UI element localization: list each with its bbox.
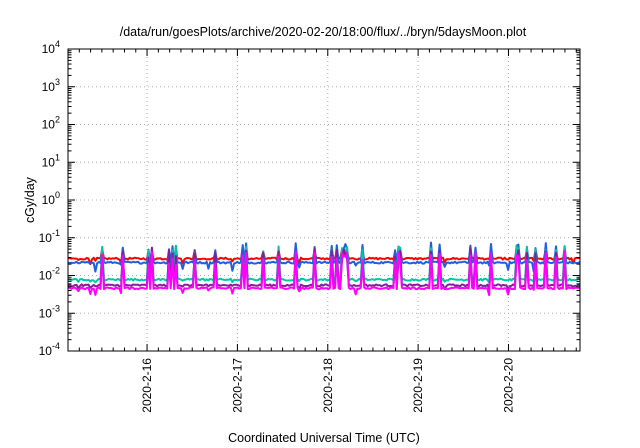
series-layer: [67, 241, 581, 297]
series-line-4: [67, 246, 581, 291]
series-line-5: [67, 250, 581, 297]
series-line-2: [68, 241, 581, 273]
y-tick-label: 102: [42, 115, 60, 132]
series-line-3: [67, 245, 581, 284]
x-axis-label: Coordinated Universal Time (UTC): [228, 431, 420, 445]
y-tick-label: 104: [42, 39, 60, 56]
y-tick-label: 100: [42, 190, 60, 207]
y-tick-label: 103: [42, 77, 60, 94]
y-tick-label: 101: [42, 152, 60, 169]
y-axis: 10-4 10-3 10-2 10-1 100 101 102 103 104: [39, 39, 580, 358]
x-tick-label: 2020-2-16: [140, 358, 154, 413]
grid: [68, 49, 580, 351]
y-tick-label: 10-1: [39, 228, 60, 245]
y-tick-label: 10-2: [39, 266, 60, 283]
x-tick-label: 2020-2-18: [321, 358, 335, 413]
x-tick-label: 2020-2-20: [501, 358, 515, 413]
x-axis: 2020-2-16 2020-2-17 2020-2-18 2020-2-19 2020…: [78, 49, 577, 413]
x-tick-label: 2020-2-17: [230, 358, 244, 413]
y-tick-label: 10-3: [39, 303, 60, 320]
x-tick-label: 2020-2-19: [411, 358, 425, 413]
y-axis-label: cGy/day: [23, 176, 37, 223]
chart-title: /data/run/goesPlots/archive/2020-02-20/1…: [120, 25, 527, 39]
y-tick-label: 10-4: [39, 341, 60, 358]
